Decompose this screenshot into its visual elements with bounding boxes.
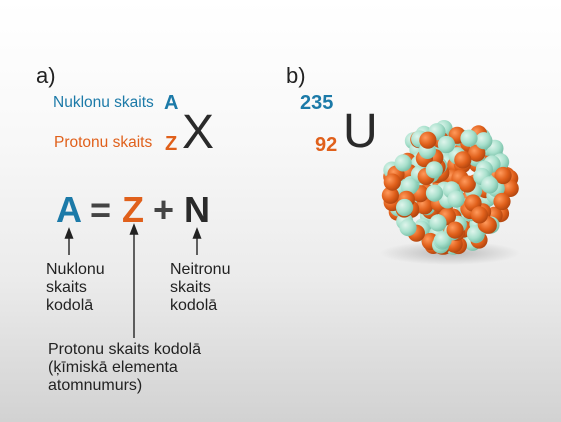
equation-equals: = xyxy=(90,189,112,230)
element-symbol-x: X xyxy=(182,106,215,159)
neutron-sphere xyxy=(481,176,499,194)
proton-sphere xyxy=(454,151,472,169)
arrow-head-n xyxy=(192,227,202,239)
equation-plus: + xyxy=(153,189,175,230)
neutron-sphere xyxy=(425,161,443,179)
proton-sphere xyxy=(470,206,488,224)
neutron-sphere xyxy=(425,184,444,202)
equation-z: Z xyxy=(122,189,144,230)
proton-sphere xyxy=(494,166,512,185)
atomic-number-symbol: Z xyxy=(165,133,178,155)
neutron-sphere xyxy=(429,214,447,232)
proton-sphere xyxy=(381,186,399,204)
neutron-sphere xyxy=(396,198,414,217)
caption-neutron-count: Neitronu skaits kodolā xyxy=(170,261,231,314)
nucleon-count-label: Nuklonu skaits xyxy=(53,94,154,111)
caption-nucleon-count: Nuklonu skaits kodolā xyxy=(46,261,105,314)
uranium-atomic-number: 92 xyxy=(315,134,338,156)
nucleus-cluster xyxy=(381,120,519,255)
proton-count-label: Protonu skaits xyxy=(54,134,153,151)
proton-sphere xyxy=(501,179,519,197)
equation-a: A xyxy=(56,189,82,230)
proton-sphere xyxy=(458,175,476,193)
neutron-sphere xyxy=(394,154,412,172)
element-symbol-u: U xyxy=(343,105,378,158)
proton-sphere xyxy=(419,131,437,149)
proton-sphere xyxy=(446,221,464,239)
neutron-sphere xyxy=(437,135,455,154)
panel-b-label: b) xyxy=(286,63,306,88)
proton-sphere xyxy=(383,173,401,191)
neutron-sphere xyxy=(399,219,417,237)
neutron-sphere xyxy=(460,129,478,147)
caption-proton-count: Protonu skaits kodolā (ķīmiskā elementa … xyxy=(48,341,201,394)
equation-n: N xyxy=(184,189,210,230)
neutron-sphere xyxy=(400,177,419,195)
neutron-sphere xyxy=(475,132,493,150)
arrow-head-a xyxy=(64,227,74,239)
arrow-head-z xyxy=(129,223,139,235)
mass-number-symbol: A xyxy=(164,92,179,114)
neutron-sphere xyxy=(447,190,465,208)
uranium-mass-number: 235 xyxy=(300,92,334,114)
neutron-sphere xyxy=(434,231,452,249)
panel-a-label: a) xyxy=(36,63,56,88)
proton-sphere xyxy=(493,192,511,211)
